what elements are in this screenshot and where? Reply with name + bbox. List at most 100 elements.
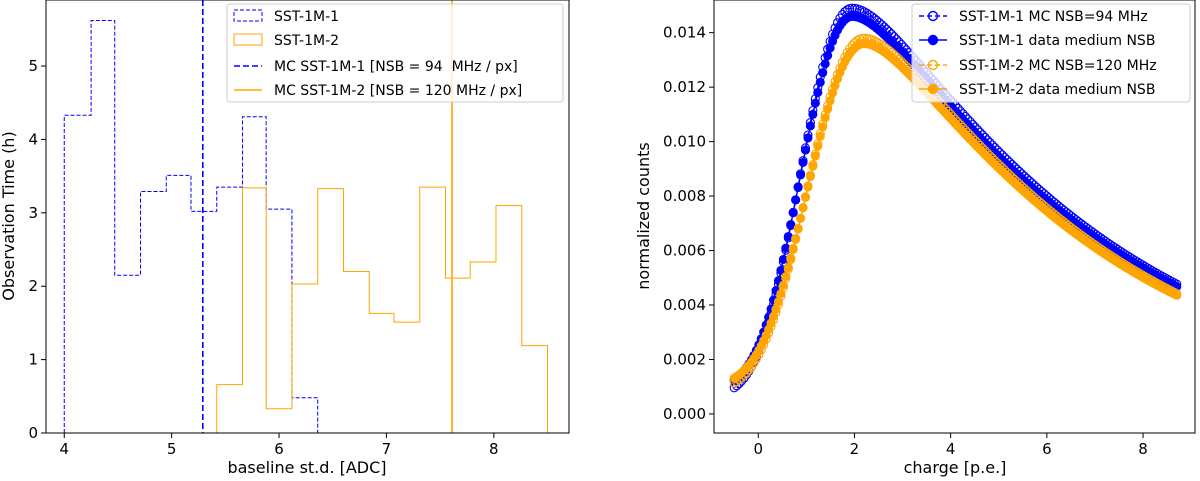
legend-swatch-sst1 — [233, 9, 263, 22]
legend-label-sst2-mc: SST-1M-2 MC NSB=120 MHz — [959, 58, 1157, 74]
legend-swatch-sst2 — [233, 33, 263, 46]
right-legend-box — [911, 3, 1191, 103]
data-point — [808, 161, 818, 171]
left-x-axis-label: baseline st.d. [ADC] — [227, 458, 386, 477]
legend-label-sst1-data: SST-1M-1 data medium NSB — [959, 33, 1155, 49]
x-tick-label: 2 — [850, 440, 860, 458]
right-charge-panel: 0 2 4 6 8 0.000 0.002 0.004 0.006 0.008 0.010 0.01… — [634, 0, 1196, 477]
y-tick-label: 0.012 — [663, 78, 706, 96]
legend-marker-sst2-mc — [927, 59, 939, 71]
x-tick-label: 6 — [1042, 440, 1052, 458]
right-x-axis-label: charge [p.e.] — [904, 458, 1007, 477]
data-point — [793, 182, 803, 193]
legend-label-sst2-data: SST-1M-2 data medium NSB — [959, 82, 1155, 98]
left-y-axis-label: Observation Time (h) — [0, 131, 18, 300]
data-point — [818, 68, 828, 78]
right-y-axis-label: normalized counts — [634, 142, 653, 289]
data-point — [803, 182, 813, 192]
series-4 — [729, 39, 1182, 383]
data-point — [810, 151, 820, 161]
data-point — [778, 280, 788, 290]
x-tick-label: 7 — [382, 440, 392, 458]
x-tick-label: 4 — [59, 440, 69, 458]
data-point — [796, 170, 806, 180]
left-x-ticks: 4 5 6 7 8 — [59, 433, 499, 458]
data-point — [773, 297, 784, 307]
data-point — [786, 253, 796, 263]
left-legend-box — [226, 3, 564, 103]
data-point — [1172, 290, 1182, 300]
data-point — [796, 213, 806, 223]
data-point — [813, 141, 823, 151]
right-y-ticks: 0.000 0.002 0.004 0.006 0.008 0.010 0.012 0.014 — [663, 24, 714, 423]
legend-marker-sst1-mc — [927, 10, 939, 22]
data-point — [823, 51, 833, 61]
data-point — [818, 122, 828, 132]
data-point — [778, 254, 788, 264]
data-point — [771, 304, 781, 314]
right-x-ticks: 0 2 4 6 8 — [753, 433, 1148, 458]
legend-label-sst1-mc: SST-1M-1 MC NSB=94 MHz — [959, 9, 1148, 25]
data-point — [808, 109, 818, 119]
data-point — [803, 133, 813, 143]
legend-label-sst1: SST-1M-1 — [274, 9, 339, 25]
data-point — [825, 96, 835, 106]
data-point — [798, 157, 808, 168]
legend-label-sst2: SST-1M-2 — [274, 33, 339, 49]
y-tick-label: 0.000 — [663, 405, 706, 423]
data-point — [800, 192, 811, 202]
y-tick-label: 0.004 — [663, 296, 706, 314]
data-point — [805, 121, 815, 131]
left-legend: SST-1M-1 SST-1M-2 MC SST-1M-1 [NSB = 94 … — [226, 3, 564, 103]
data-point — [783, 231, 793, 242]
legend-label-mc-sst2: MC SST-1M-2 [NSB = 120 MHz / px] — [274, 83, 522, 99]
left-histogram-panel: 4 5 6 7 8 0 1 2 3 4 5 baseline st.d. [ADC] Observ… — [0, 0, 570, 477]
y-tick-label: 4 — [28, 130, 38, 148]
data-point — [776, 289, 786, 299]
data-point — [805, 171, 815, 182]
y-tick-label: 0.002 — [663, 350, 706, 368]
histogram-sst-1m-1 — [63, 20, 319, 433]
y-tick-label: 0.010 — [663, 133, 706, 151]
y-tick-label: 0.006 — [663, 242, 706, 260]
data-point — [783, 262, 793, 273]
x-tick-label: 6 — [274, 440, 284, 458]
data-point — [823, 104, 833, 114]
data-point — [786, 220, 796, 230]
x-tick-label: 4 — [946, 440, 956, 458]
left-y-ticks: 0 1 2 3 4 5 — [28, 57, 46, 442]
data-point — [813, 87, 823, 98]
left-axes-frame — [45, 0, 570, 434]
data-point — [820, 59, 830, 69]
y-tick-label: 3 — [28, 204, 38, 222]
data-point — [800, 145, 811, 155]
data-point — [810, 98, 820, 108]
legend-marker-sst1-data — [927, 34, 939, 46]
y-tick-label: 0.008 — [663, 187, 706, 205]
y-tick-label: 1 — [28, 351, 38, 369]
y-tick-label: 0.014 — [663, 24, 706, 42]
right-legend: SST-1M-1 MC NSB=94 MHz SST-1M-1 data med… — [911, 3, 1191, 103]
y-tick-label: 0 — [28, 424, 38, 442]
data-point — [793, 223, 803, 233]
histogram-sst-1m-2 — [216, 186, 549, 433]
data-point — [815, 77, 825, 87]
y-tick-label: 5 — [28, 57, 38, 75]
data-point — [815, 131, 825, 141]
data-point — [820, 113, 830, 123]
data-point — [798, 203, 808, 213]
x-tick-label: 8 — [1138, 440, 1148, 458]
data-point — [781, 243, 791, 253]
y-tick-label: 2 — [28, 277, 38, 295]
legend-label-mc-sst1: MC SST-1M-1 [NSB = 94 MHz / px] — [274, 59, 518, 75]
legend-marker-sst2-data — [927, 83, 939, 95]
x-tick-label: 5 — [167, 440, 177, 458]
data-point — [788, 207, 798, 217]
x-tick-label: 0 — [753, 440, 763, 458]
data-point — [781, 272, 791, 282]
data-point — [791, 234, 801, 244]
right-axes-frame — [713, 0, 1196, 434]
data-point — [788, 243, 798, 254]
x-tick-label: 8 — [489, 440, 499, 458]
